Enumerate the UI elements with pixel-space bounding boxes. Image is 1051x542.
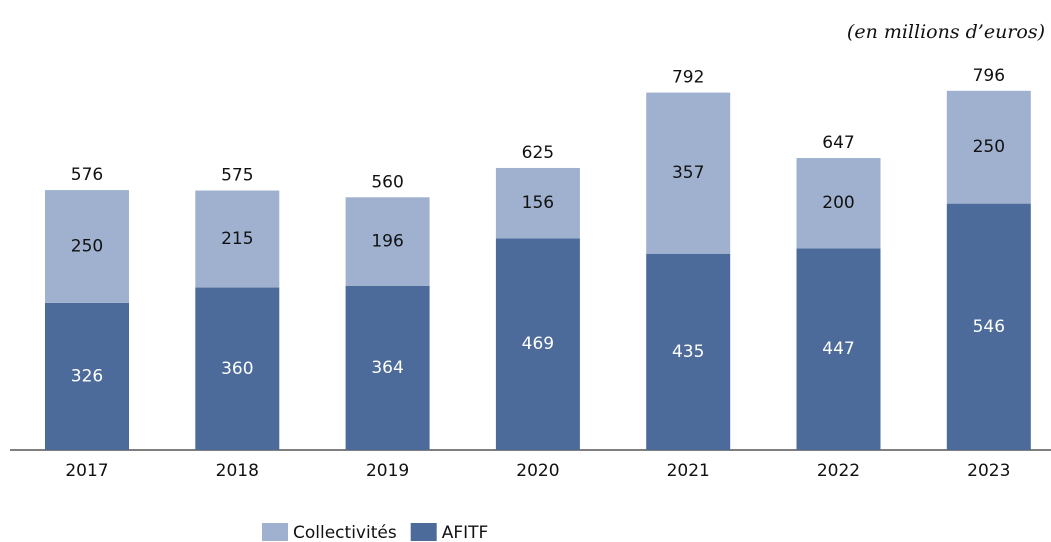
data-label: 200 xyxy=(822,193,854,213)
total-label: 576 xyxy=(71,165,103,185)
total-label: 560 xyxy=(371,172,403,192)
data-label: 546 xyxy=(973,317,1005,337)
data-label: 250 xyxy=(973,137,1005,157)
total-label: 796 xyxy=(973,66,1005,86)
legend-swatch xyxy=(410,523,437,541)
data-label: 250 xyxy=(71,236,103,256)
bar-segment xyxy=(45,190,129,303)
data-label: 447 xyxy=(822,339,854,359)
bar-segment xyxy=(796,248,881,450)
legend-swatch xyxy=(262,523,288,541)
bar-segment xyxy=(45,302,129,450)
bar-segment xyxy=(796,158,881,249)
bar-segment xyxy=(646,253,731,450)
bar-segment xyxy=(646,92,731,254)
data-label: 196 xyxy=(371,232,403,252)
x-tick-label: 2021 xyxy=(667,461,710,481)
data-label: 360 xyxy=(221,359,253,379)
bar-segment xyxy=(345,285,430,450)
data-label: 435 xyxy=(672,342,704,362)
legend-label: AFITF xyxy=(442,523,489,542)
total-label: 792 xyxy=(672,68,704,88)
data-label: 326 xyxy=(71,366,103,386)
x-tick-label: 2019 xyxy=(366,461,409,481)
data-label: 156 xyxy=(522,193,554,213)
data-label: 469 xyxy=(522,334,554,354)
bar-segment xyxy=(946,90,1031,204)
bar-segment xyxy=(195,190,280,288)
bar-segment xyxy=(345,197,430,286)
data-label: 364 xyxy=(371,358,403,378)
x-tick-label: 2023 xyxy=(967,461,1010,481)
total-label: 575 xyxy=(221,166,253,186)
bar-segment xyxy=(946,203,1031,450)
total-label: 625 xyxy=(522,143,554,163)
x-tick-label: 2022 xyxy=(817,461,860,481)
bar-segment xyxy=(195,287,280,450)
chart-subtitle: (en millions d’euros) xyxy=(847,21,1045,43)
bar-segment xyxy=(495,167,580,239)
x-tick-label: 2020 xyxy=(516,461,559,481)
data-label: 215 xyxy=(221,229,253,249)
legend-label: Collectivités xyxy=(293,523,397,542)
x-tick-label: 2018 xyxy=(216,461,259,481)
x-tick-label: 2017 xyxy=(65,461,108,481)
total-label: 647 xyxy=(822,133,854,153)
bar-segment xyxy=(495,238,580,450)
data-label: 357 xyxy=(672,163,704,183)
